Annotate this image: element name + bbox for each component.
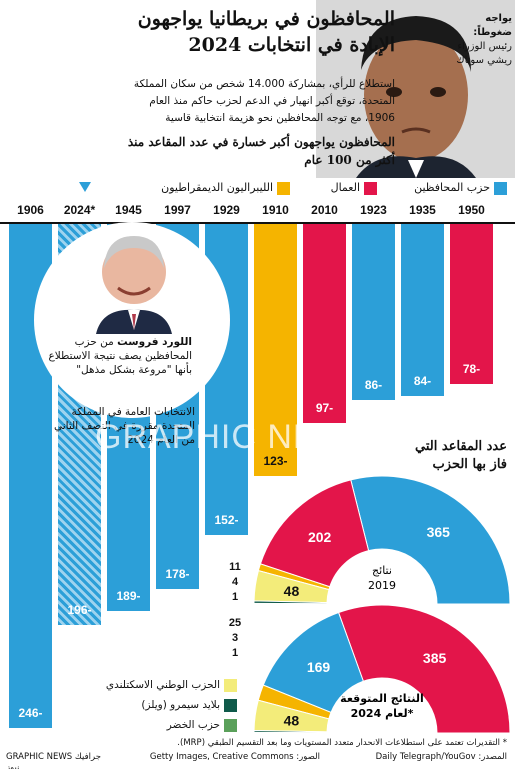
donut1-small-count-1: 4 [231, 576, 239, 588]
photo-caption: يواجه ضغوطاً: رئيس الوزراء ريشي سوناك [452, 12, 512, 68]
donut2-title-line1: النتائج المتوقعة [340, 692, 424, 705]
legend-label-labour: العمال [330, 181, 360, 194]
donut1-slice-labour [259, 479, 370, 588]
donut1-slice-conservative [350, 475, 511, 605]
donut2-slice-labour [337, 604, 511, 734]
legend-conservative: حزب المحافظين [414, 180, 507, 196]
highlight-arrow-icon [79, 182, 91, 192]
bar-value-1910: 123- [263, 453, 288, 468]
legend-label-snp: الحزب الوطني الاسكتلندي [105, 679, 220, 691]
legend-swatch-plaid [224, 698, 237, 712]
legend-swatch-conservative [494, 181, 507, 195]
bar-1910 [254, 224, 297, 476]
bar-value-1923: 86- [364, 378, 383, 393]
donut1-label-snp: 48 [284, 583, 300, 599]
donut2-small-count-2: 1 [231, 647, 239, 659]
headline: المحافظون في بريطانيا يواجهون الإبادة في… [137, 8, 395, 56]
sunak-photo [316, 0, 515, 178]
legend-plaid: بلايد سيمرو (ويلز) [141, 697, 237, 713]
general-election-note: الانتخابات العامة في المملكة المتحدة مقر… [54, 406, 195, 446]
donut1-label-conservative: 365 [427, 524, 451, 540]
photo-caption-line1: يواجه ضغوطاً: [473, 13, 512, 38]
photo-caption-line2: رئيس الوزراء ريشي سوناك [456, 41, 512, 66]
source-credit: المصدر: Daily Telegraph/YouGov [375, 752, 507, 762]
legend-snp: الحزب الوطني الاسكتلندي [106, 677, 237, 693]
bar-value-1945: 189- [116, 589, 141, 604]
donut1-title-line2: 2019 [368, 579, 396, 592]
bar-value-1929: 152- [214, 513, 239, 528]
intro-text: استطلاع للرأي، بمشاركة 14.000 شخص من سكا… [133, 78, 395, 124]
seats-heading: عدد المقاعد التي فاز بها الحزب [415, 439, 507, 472]
year-label-1929: 1929 [213, 203, 240, 217]
donut2-label-labour: 385 [423, 650, 447, 666]
year-label-1910: 1910 [262, 203, 289, 217]
watermark: GRAPHIC NEWS [95, 418, 374, 456]
bar-2010 [303, 224, 346, 423]
legend-label-green: حزب الخضر [166, 719, 220, 731]
donut2-label-conservative: 169 [307, 659, 331, 675]
brand-logo: GRAPHIC NEWS جرافيك نيوز [6, 752, 101, 769]
lord-frost-quote: من حزب المحافظين يصف نتيجة الاستطلاع بأن… [48, 336, 192, 376]
donut1-label-labour: 202 [308, 529, 332, 545]
legend-label-conservative: حزب المحافظين [414, 181, 490, 194]
year-axis: 1906 2024* 1945 1997 1929 1910 2010 1923 1935 195… [0, 202, 515, 224]
bar-value-2024: 196- [67, 603, 92, 618]
bar-value-2010: 97- [315, 400, 334, 415]
year-label-1935: 1935 [409, 203, 436, 217]
year-label-1906: 1906 [17, 203, 44, 217]
lord-frost-text: اللورد فروست من حزب المحافظين يصف نتيجة … [40, 335, 192, 377]
lord-frost-photo [96, 236, 172, 334]
lord-frost-callout [34, 222, 230, 418]
legend-libdem: الليبراليون الديمقراطيون [161, 180, 290, 196]
legend-label-plaid: بلايد سيمرو (ويلز) [141, 699, 220, 711]
legend-label-libdem: الليبراليون الديمقراطيون [161, 181, 273, 194]
donut1-small-count-0: 11 [229, 561, 241, 573]
donut2-label-snp: 48 [284, 712, 300, 728]
bar-1923 [352, 224, 395, 401]
bar-1950 [450, 224, 493, 384]
bar-value-1935: 84- [413, 374, 432, 389]
year-label-2024: 2024* [63, 203, 96, 217]
bar-value-1997: 178- [165, 566, 190, 581]
legend-swatch-snp [224, 678, 237, 692]
donut1-slice-green [253, 602, 328, 605]
donut2-small-count-0: 25 [228, 617, 242, 629]
donut1-small-count-2: 1 [231, 591, 239, 603]
donut2-small-count-1: 3 [231, 632, 239, 644]
donut2-slice-green [253, 731, 328, 734]
legend-swatch-labour [364, 181, 377, 195]
donut1-title-line1: نتائج [372, 564, 392, 577]
bar-1935 [401, 224, 444, 397]
legend-labour: العمال [331, 180, 377, 196]
photo-credit: الصور: Getty Images, Creative Commons [149, 752, 320, 762]
footnote: * التقديرات تعتمد على استطلاعات الانحدار… [177, 738, 507, 748]
legend-swatch-green [224, 718, 237, 732]
donut2-title-line2: لعام 2024* [351, 707, 414, 720]
bar-value-1950: 78- [462, 361, 481, 376]
bar-value-1906: 246- [18, 705, 43, 720]
year-label-1923: 1923 [360, 203, 387, 217]
legend-swatch-libdem [277, 181, 290, 195]
year-label-2010: 2010 [311, 203, 338, 217]
chart-subheading: المحافظون يواجهون أكبر خسارة في عدد المق… [127, 135, 395, 167]
year-label-1945: 1945 [115, 203, 142, 217]
year-label-1950: 1950 [458, 203, 485, 217]
lord-frost-name: اللورد فروست [117, 336, 192, 348]
year-label-1997: 1997 [164, 203, 191, 217]
legend-green: حزب الخضر [167, 717, 237, 733]
